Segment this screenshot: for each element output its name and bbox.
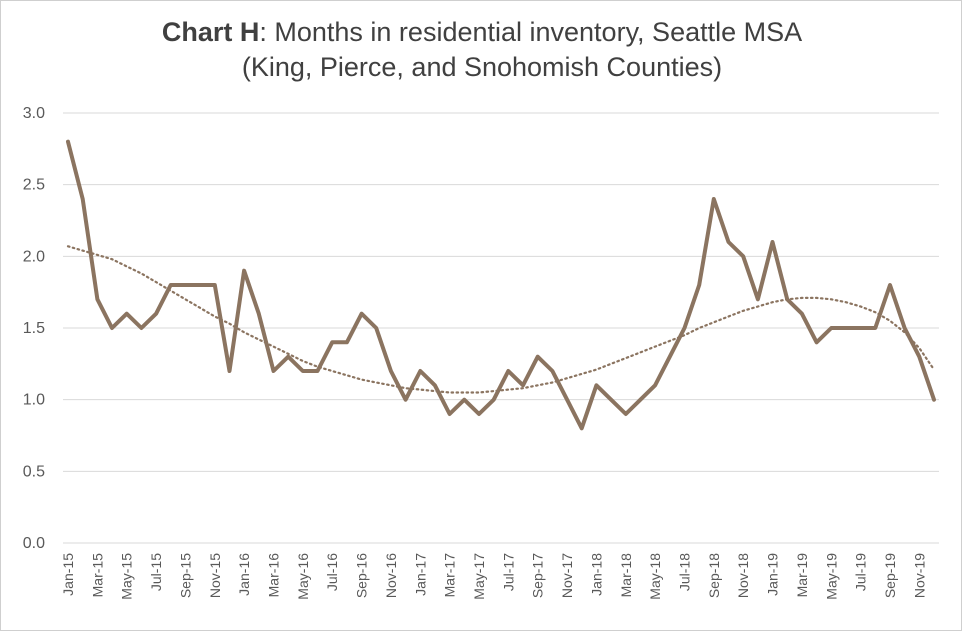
x-tick-label: May-18 — [647, 553, 663, 600]
x-tick-label: Jan-16 — [236, 553, 252, 596]
y-tick-label: 2.0 — [23, 248, 45, 265]
x-tick-label: Jul-15 — [148, 553, 164, 591]
x-tick-label: Jan-17 — [412, 553, 428, 596]
x-tick-label: Sep-16 — [354, 553, 370, 598]
title-line-2: (King, Pierce, and Snohomish Counties) — [241, 52, 723, 82]
x-tick-label: Mar-17 — [442, 553, 458, 598]
title-rest: : Months in residential inventory, Seatt… — [259, 17, 803, 47]
x-tick-label: May-16 — [295, 553, 311, 600]
x-tick-label: Nov-17 — [559, 553, 575, 598]
x-tick-label: Jan-19 — [765, 553, 781, 596]
y-tick-label: 0.0 — [23, 535, 45, 552]
x-tick-label: Mar-18 — [618, 553, 634, 598]
x-tick-label: Sep-19 — [882, 553, 898, 598]
y-axis-ticks: 0.0 0.5 1.0 1.5 2.0 2.5 3.0 — [23, 105, 45, 552]
y-tick-label: 2.5 — [23, 177, 45, 194]
gridlines — [63, 112, 939, 544]
x-tick-label: Jan-18 — [588, 553, 604, 596]
x-tick-label: Nov-16 — [383, 553, 399, 598]
x-tick-label: Mar-19 — [794, 553, 810, 598]
x-tick-label: May-19 — [823, 553, 839, 600]
y-tick-label: 0.5 — [23, 463, 45, 480]
x-tick-label: Nov-15 — [207, 553, 223, 598]
x-tick-label: Jul-19 — [853, 553, 869, 591]
title-bold: Chart H — [161, 17, 260, 47]
x-tick-label: May-17 — [471, 553, 487, 600]
trendline — [66, 245, 936, 394]
series-layer — [66, 139, 936, 431]
x-tick-label: Sep-18 — [706, 553, 722, 598]
x-tick-label: Jul-17 — [500, 553, 516, 591]
x-tick-label: May-15 — [119, 553, 135, 600]
y-tick-label: 3.0 — [23, 105, 45, 122]
x-tick-label: Mar-15 — [89, 553, 105, 598]
x-tick-label: Jul-18 — [676, 553, 692, 591]
x-tick-label: Sep-15 — [177, 553, 193, 598]
x-tick-label: Jan-15 — [60, 553, 76, 596]
y-tick-label: 1.0 — [23, 392, 45, 409]
x-axis-ticks: Jan-15 Mar-15 May-15 Jul-15 Sep-15 Nov-15 Jan-… — [60, 553, 927, 600]
x-tick-label: Mar-16 — [265, 553, 281, 598]
chart-title: Chart H: Months in residential inventory… — [1, 15, 962, 85]
title-line-1: Chart H: Months in residential inventory… — [1, 15, 962, 50]
x-tick-label: Jul-16 — [324, 553, 340, 591]
x-tick-label: Sep-17 — [530, 553, 546, 598]
series-line — [66, 139, 936, 431]
x-tick-label: Nov-18 — [735, 553, 751, 598]
y-tick-label: 1.5 — [23, 320, 45, 337]
x-tick-label: Nov-19 — [911, 553, 927, 598]
